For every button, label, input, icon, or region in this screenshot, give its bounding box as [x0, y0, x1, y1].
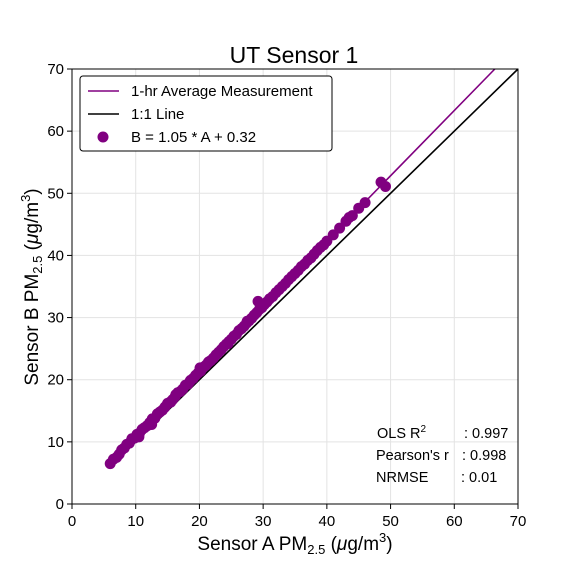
scatter-point [184, 376, 196, 388]
y-tick-label: 20 [47, 372, 64, 389]
legend-label-fit-line: 1-hr Average Measurement [131, 83, 313, 100]
scatter-point [170, 389, 182, 401]
x-axis-title: Sensor A PM2.5 (μg/m3) [197, 530, 392, 557]
y-tick-label: 60 [47, 123, 64, 140]
x-tick-label: 60 [446, 513, 463, 530]
stat-r2-value: : 0.997 [464, 426, 508, 442]
stat-nrmse-value: : 0.01 [461, 470, 497, 486]
legend-label-identity-line: 1:1 Line [131, 106, 184, 123]
x-tick-label: 0 [68, 513, 76, 530]
chart-title: UT Sensor 1 [230, 42, 359, 68]
scatter-point [146, 418, 158, 430]
y-tick-label: 10 [47, 434, 64, 451]
scatter-point [359, 197, 371, 209]
scatter-point [346, 210, 358, 222]
x-axis-ticks: 0 10 20 30 40 50 60 70 [68, 504, 527, 530]
y-tick-label: 40 [47, 247, 64, 264]
x-tick-label: 30 [255, 513, 272, 530]
y-axis-title: Sensor B PM2.5 (μg/m3) [18, 188, 45, 385]
grid [71, 68, 519, 505]
x-tick-label: 70 [510, 513, 527, 530]
stat-pearson-label: Pearson's r [376, 448, 449, 464]
stat-nrmse-label: NRMSE [376, 470, 429, 486]
scatter-point [222, 338, 234, 350]
scatter-point [379, 180, 391, 192]
y-axis-ticks: 0 10 20 30 40 50 60 70 [47, 61, 72, 513]
y-tick-label: 0 [56, 496, 64, 513]
x-tick-label: 50 [382, 513, 399, 530]
scatter-point [194, 362, 206, 374]
stats-annotation: OLS R2 : 0.997 Pearson's r : 0.998 NRMSE… [376, 424, 508, 486]
scatter-point [203, 356, 215, 368]
x-tick-label: 20 [191, 513, 208, 530]
stat-r2-label: OLS R2 [377, 424, 427, 442]
x-tick-label: 40 [319, 513, 336, 530]
plot-frame [71, 68, 519, 505]
legend-box [79, 75, 333, 152]
stat-pearson-value: : 0.998 [462, 448, 506, 464]
scatter-point [252, 295, 264, 307]
legend-label-points: B = 1.05 * A + 0.32 [131, 129, 256, 146]
scatter-point [133, 431, 145, 443]
y-tick-label: 70 [47, 61, 64, 78]
y-tick-label: 30 [47, 310, 64, 327]
x-tick-label: 10 [127, 513, 144, 530]
scatter-point [241, 315, 253, 327]
y-tick-label: 50 [47, 185, 64, 202]
scatter-points [104, 176, 391, 470]
legend: 1-hr Average Measurement 1:1 Line B = 1.… [79, 75, 333, 152]
legend-swatch-points [97, 131, 109, 143]
